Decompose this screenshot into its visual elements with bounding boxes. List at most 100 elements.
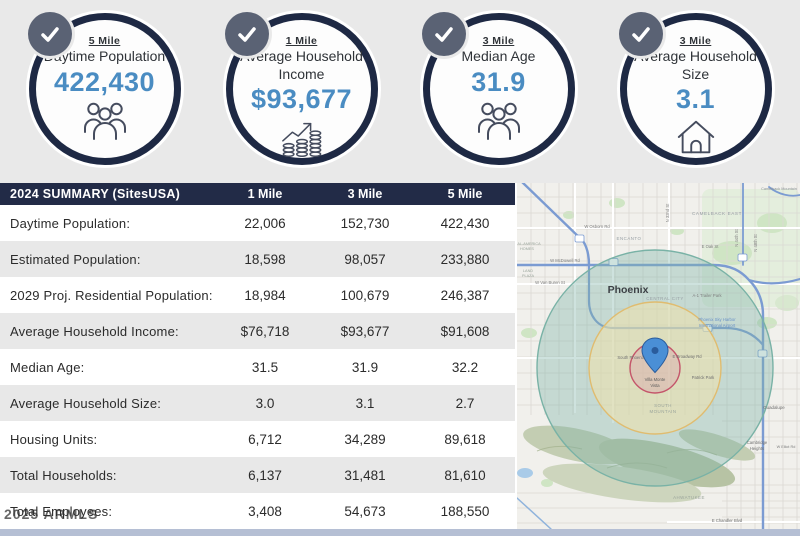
column-header: 1 Mile (247, 187, 283, 201)
map-label: E Chandler Blvd (712, 518, 743, 523)
row-value-5mile: 81,610 (444, 467, 486, 483)
stat-title: Average Household Size (634, 48, 757, 82)
row-value-5mile: 89,618 (444, 431, 486, 447)
row-label: Median Age: (10, 359, 85, 375)
radius-label: 3 Mile (482, 35, 515, 47)
row-label: Total Households: (10, 467, 117, 483)
row-label: Daytime Population: (10, 215, 131, 231)
radius-label: 5 Mile (88, 35, 121, 47)
map-label: AL-AMERICA (517, 242, 541, 246)
row-label: 2029 Proj. Residential Population: (10, 287, 213, 303)
table-title: 2024 SUMMARY (SitesUSA) (10, 187, 181, 201)
row-value-1mile: 3,408 (248, 503, 282, 519)
people-icon (477, 102, 520, 140)
summary-table: 2024 SUMMARY (SitesUSA) 1 Mile 3 Mile 5 Mi… (0, 183, 517, 529)
column-header: 5 Mile (447, 187, 483, 201)
map-label: PLAZA (522, 274, 534, 278)
radius-label: 1 Mile (285, 35, 318, 47)
row-value-5mile: 246,387 (440, 287, 490, 303)
row-value-1mile: 6,137 (248, 467, 282, 483)
map-labels: Phoenix CAMELBACK EAST ENCANTO CENTRAL CITY… (517, 187, 796, 523)
row-label: Housing Units: (10, 431, 98, 447)
stat-circle: 3 Mile Average Household Size 3.1 (618, 12, 772, 165)
table-row: Average Household Income: $76,718 $93,67… (0, 313, 515, 349)
map-label: ENCANTO (617, 236, 642, 241)
map-label: CENTRAL CITY (646, 296, 684, 301)
row-value-1mile: 3.0 (255, 395, 275, 411)
stat-circle: 1 Mile Average Household Income $93,677 (224, 12, 378, 165)
map-label: W Osborn Rd (584, 224, 610, 229)
row-value-3mile: 98,057 (344, 251, 386, 267)
row-value-1mile: 18,984 (244, 287, 286, 303)
check-badge (27, 12, 72, 56)
stat-title: Average Household Income (240, 48, 363, 82)
map-label: N 48th St (753, 233, 758, 251)
map-label: Phoenix Sky Harbor (698, 317, 736, 322)
check-badge (618, 12, 663, 56)
map-label: Villa Monte (645, 377, 666, 382)
table-header: 2024 SUMMARY (SitesUSA) 1 Mile 3 Mile 5 Mi… (0, 183, 515, 205)
row-label: Average Household Income: (10, 323, 179, 339)
row-value-1mile: 6,712 (248, 431, 282, 447)
map-canvas: Phoenix CAMELBACK EAST ENCANTO CENTRAL CITY… (517, 183, 800, 529)
table-row: 2029 Proj. Residential Population: 18,98… (0, 277, 515, 313)
table-row: Average Household Size: 3.0 3.1 2.7 (0, 385, 515, 421)
table-row: Total Employees: 3,408 54,673 188,550 (0, 493, 515, 529)
table-header-columns: 1 Mile 3 Mile 5 Mile (215, 187, 515, 201)
row-value-5mile: 422,430 (440, 215, 490, 231)
row-value-3mile: $93,677 (340, 323, 390, 339)
stat-title: Daytime Population (43, 48, 166, 64)
stat-circle: 3 Mile Median Age 31.9 (421, 12, 575, 165)
row-value-3mile: 152,730 (340, 215, 390, 231)
row-value-5mile: 2.7 (455, 395, 475, 411)
map-label: Guadalupe (763, 405, 785, 410)
map-label: Heights (750, 446, 764, 451)
stat-value: 3.1 (675, 84, 716, 114)
row-value-3mile: 31,481 (344, 467, 386, 483)
check-icon (631, 27, 650, 42)
map-label: LAND (523, 269, 533, 273)
row-value-5mile: 32.2 (451, 359, 479, 375)
table-row: Housing Units: 6,712 34,289 89,618 (0, 421, 515, 457)
table-row: Estimated Population: 18,598 98,057 233,… (0, 241, 515, 277)
map-label: SOUTH (654, 403, 672, 408)
map-label: Vista (650, 383, 660, 388)
stat-circle: 5 Mile Daytime Population 422,430 (27, 12, 181, 165)
check-icon (434, 27, 453, 42)
map-label: E Broadway Rd (672, 354, 702, 359)
radius-map: Phoenix CAMELBACK EAST ENCANTO CENTRAL CITY… (517, 183, 800, 529)
map-label: W Elliot Rd (777, 445, 796, 449)
map-label: Patrick Park (692, 375, 715, 380)
row-label: Total Employees: (10, 503, 113, 519)
map-label: N 32nd St (665, 203, 670, 222)
check-icon (40, 27, 59, 42)
check-badge (224, 12, 269, 56)
row-label: Estimated Population: (10, 251, 141, 267)
stat-circles-row: 5 Mile Daytime Population 422,430 1 Mile… (0, 0, 800, 183)
table-row: Total Households: 6,137 31,481 81,610 (0, 457, 515, 493)
row-value-1mile: $76,718 (240, 323, 290, 339)
row-value-3mile: 100,679 (340, 287, 390, 303)
radius-label: 3 Mile (679, 35, 712, 47)
check-badge (421, 12, 466, 56)
map-label: MOUNTAIN (649, 409, 676, 414)
map-label: International Airport (699, 323, 736, 328)
coins-growth-icon (281, 122, 321, 158)
bottom-strip (0, 529, 800, 536)
row-label: Average Household Size: (10, 395, 162, 411)
map-label: South Phoenix (617, 355, 645, 360)
table-row: Daytime Population: 22,006 152,730 422,4… (0, 205, 515, 241)
map-label: N 44th St (734, 228, 739, 246)
row-value-3mile: 31.9 (351, 359, 379, 375)
stat-value: 31.9 (471, 66, 526, 97)
map-label: HOMES (520, 247, 534, 251)
map-label: A-1 Trailer Park (692, 293, 722, 298)
column-header: 3 Mile (347, 187, 383, 201)
location-pin (641, 337, 669, 374)
row-value-5mile: $91,608 (440, 323, 490, 339)
stat-value: 422,430 (53, 66, 156, 97)
row-value-3mile: 34,289 (344, 431, 386, 447)
row-value-5mile: 233,880 (440, 251, 490, 267)
row-value-1mile: 22,006 (244, 215, 286, 231)
